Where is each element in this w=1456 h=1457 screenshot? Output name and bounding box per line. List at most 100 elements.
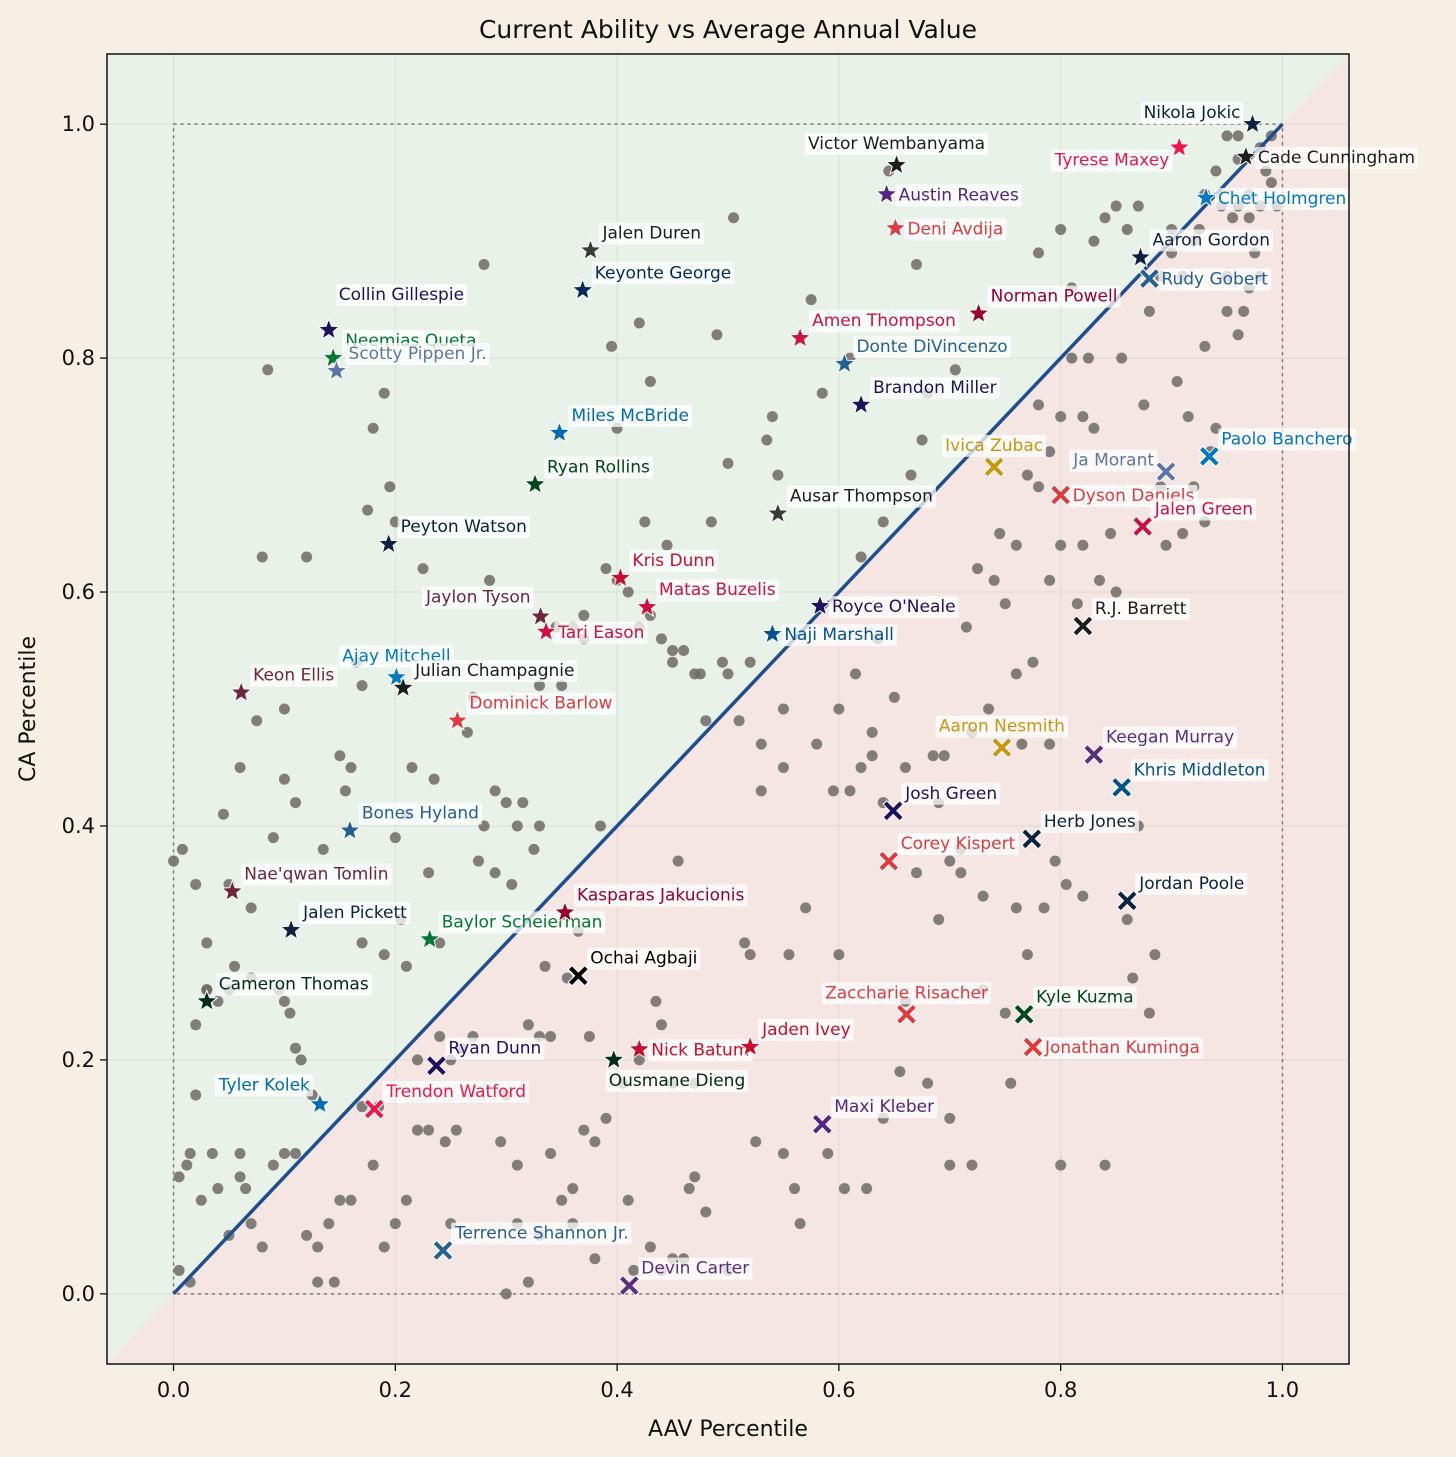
- star-marker: [324, 358, 349, 382]
- player-label: Nae'qwan Tomlin: [244, 864, 388, 884]
- player-label-group: Aaron Nesmith: [935, 715, 1068, 738]
- player-label-group: Tari Eason: [554, 621, 648, 644]
- player-label: Kris Dunn: [632, 551, 715, 571]
- player-point: [1010, 539, 1022, 551]
- player-label-background: [358, 802, 482, 825]
- x-tick-label: 0.4: [600, 1378, 633, 1402]
- player-label-group: Kyle Kuzma: [1033, 986, 1137, 1009]
- reference-diagonal-line: [172, 122, 1284, 1296]
- player-label-group: Jaylon Tyson: [421, 586, 534, 609]
- player-label-background: [1130, 759, 1269, 782]
- player-point: [378, 387, 390, 399]
- player-label-background: [648, 1039, 753, 1062]
- player-point: [528, 843, 540, 855]
- player-point: [944, 1112, 956, 1124]
- cross-marker: [991, 736, 1013, 759]
- player-point: [861, 1183, 873, 1195]
- player-point: [545, 1147, 557, 1159]
- player-label: Trendon Watford: [385, 1082, 526, 1102]
- player-point: [705, 516, 717, 528]
- player-point: [977, 890, 989, 902]
- player-label-group: Nikola Jokic: [1140, 102, 1244, 125]
- cross-marker: [1131, 515, 1154, 538]
- star-marker: [1240, 111, 1265, 135]
- player-label: Scotty Pippen Jr.: [349, 344, 487, 364]
- player-point: [234, 761, 246, 773]
- star-marker: [808, 593, 832, 617]
- player-point: [489, 867, 501, 879]
- player-point: [744, 949, 756, 961]
- player-point: [556, 680, 568, 692]
- player-label: Ousmane Dieng: [609, 1071, 745, 1091]
- player-point: [1171, 376, 1183, 387]
- player-point: [606, 340, 618, 352]
- player-label: Nikola Jokic: [1144, 103, 1241, 123]
- player-point: [256, 551, 268, 563]
- player-label-background: [215, 973, 372, 996]
- player-point: [400, 960, 412, 972]
- player-point: [1177, 528, 1189, 540]
- star-marker: [1128, 245, 1153, 268]
- player-point: [1210, 165, 1222, 177]
- player-point: [594, 820, 606, 832]
- player-point: [888, 691, 900, 703]
- star-marker: [832, 351, 857, 375]
- player-label: Keyonte George: [595, 263, 732, 283]
- player-label-background: [942, 434, 1047, 457]
- player-label-background: [421, 586, 534, 609]
- player-point: [678, 645, 690, 657]
- player-label-group: Naji Marshall: [781, 624, 897, 647]
- player-point: [733, 715, 745, 727]
- player-point: [994, 528, 1006, 540]
- player-point: [966, 1159, 978, 1171]
- player-point: [500, 797, 512, 809]
- player-label-background: [809, 310, 959, 333]
- player-point: [667, 656, 679, 668]
- star-marker: [384, 664, 409, 688]
- player-label-background: [250, 664, 338, 687]
- player-label-group: Donte DiVincenzo: [853, 335, 1011, 358]
- player-label: Josh Green: [904, 784, 997, 804]
- player-point: [190, 878, 202, 890]
- player-point: [328, 1276, 340, 1288]
- player-label-background: [1214, 187, 1350, 210]
- player-point: [916, 434, 928, 446]
- player-label-group: Jalen Duren: [598, 222, 705, 245]
- player-point: [478, 259, 490, 271]
- player-point: [955, 867, 967, 879]
- player-label-background: [411, 659, 578, 682]
- star-marker: [376, 531, 401, 555]
- chart-title: Current Ability vs Average Annual Value: [479, 15, 977, 44]
- cross-marker: [895, 1003, 918, 1026]
- player-label-group: Khris Middleton: [1130, 759, 1269, 782]
- x-tick-label: 0.8: [1044, 1378, 1077, 1402]
- player-label-group: Cade Cunningham: [1254, 146, 1419, 169]
- player-point: [1160, 539, 1172, 551]
- player-point: [323, 1218, 335, 1230]
- player-label-background: [397, 516, 530, 539]
- player-point: [1010, 668, 1022, 680]
- player-point: [522, 1276, 534, 1288]
- star-marker: [601, 1047, 626, 1070]
- player-label-group: Nick Batum: [648, 1039, 753, 1062]
- player-point: [1060, 878, 1072, 890]
- player-point: [434, 1031, 446, 1042]
- star-marker: [570, 277, 595, 301]
- player-point: [290, 1147, 302, 1159]
- player-label: Rudy Gobert: [1161, 270, 1268, 290]
- player-point: [927, 750, 939, 762]
- star-marker: [874, 181, 899, 205]
- player-point: [755, 738, 767, 750]
- player-label: Paolo Banchero: [1221, 429, 1352, 449]
- player-point: [295, 1054, 307, 1066]
- player-label-background: [853, 335, 1011, 358]
- player-point: [423, 1124, 435, 1136]
- player-point: [1138, 399, 1150, 411]
- player-label-background: [656, 579, 779, 602]
- star-marker: [220, 879, 245, 902]
- player-label: Kyle Kuzma: [1036, 987, 1134, 1007]
- player-point: [1121, 223, 1133, 235]
- player-label-background: [904, 218, 1007, 241]
- y-tick-label: 0.8: [62, 346, 95, 370]
- star-marker: [316, 317, 341, 341]
